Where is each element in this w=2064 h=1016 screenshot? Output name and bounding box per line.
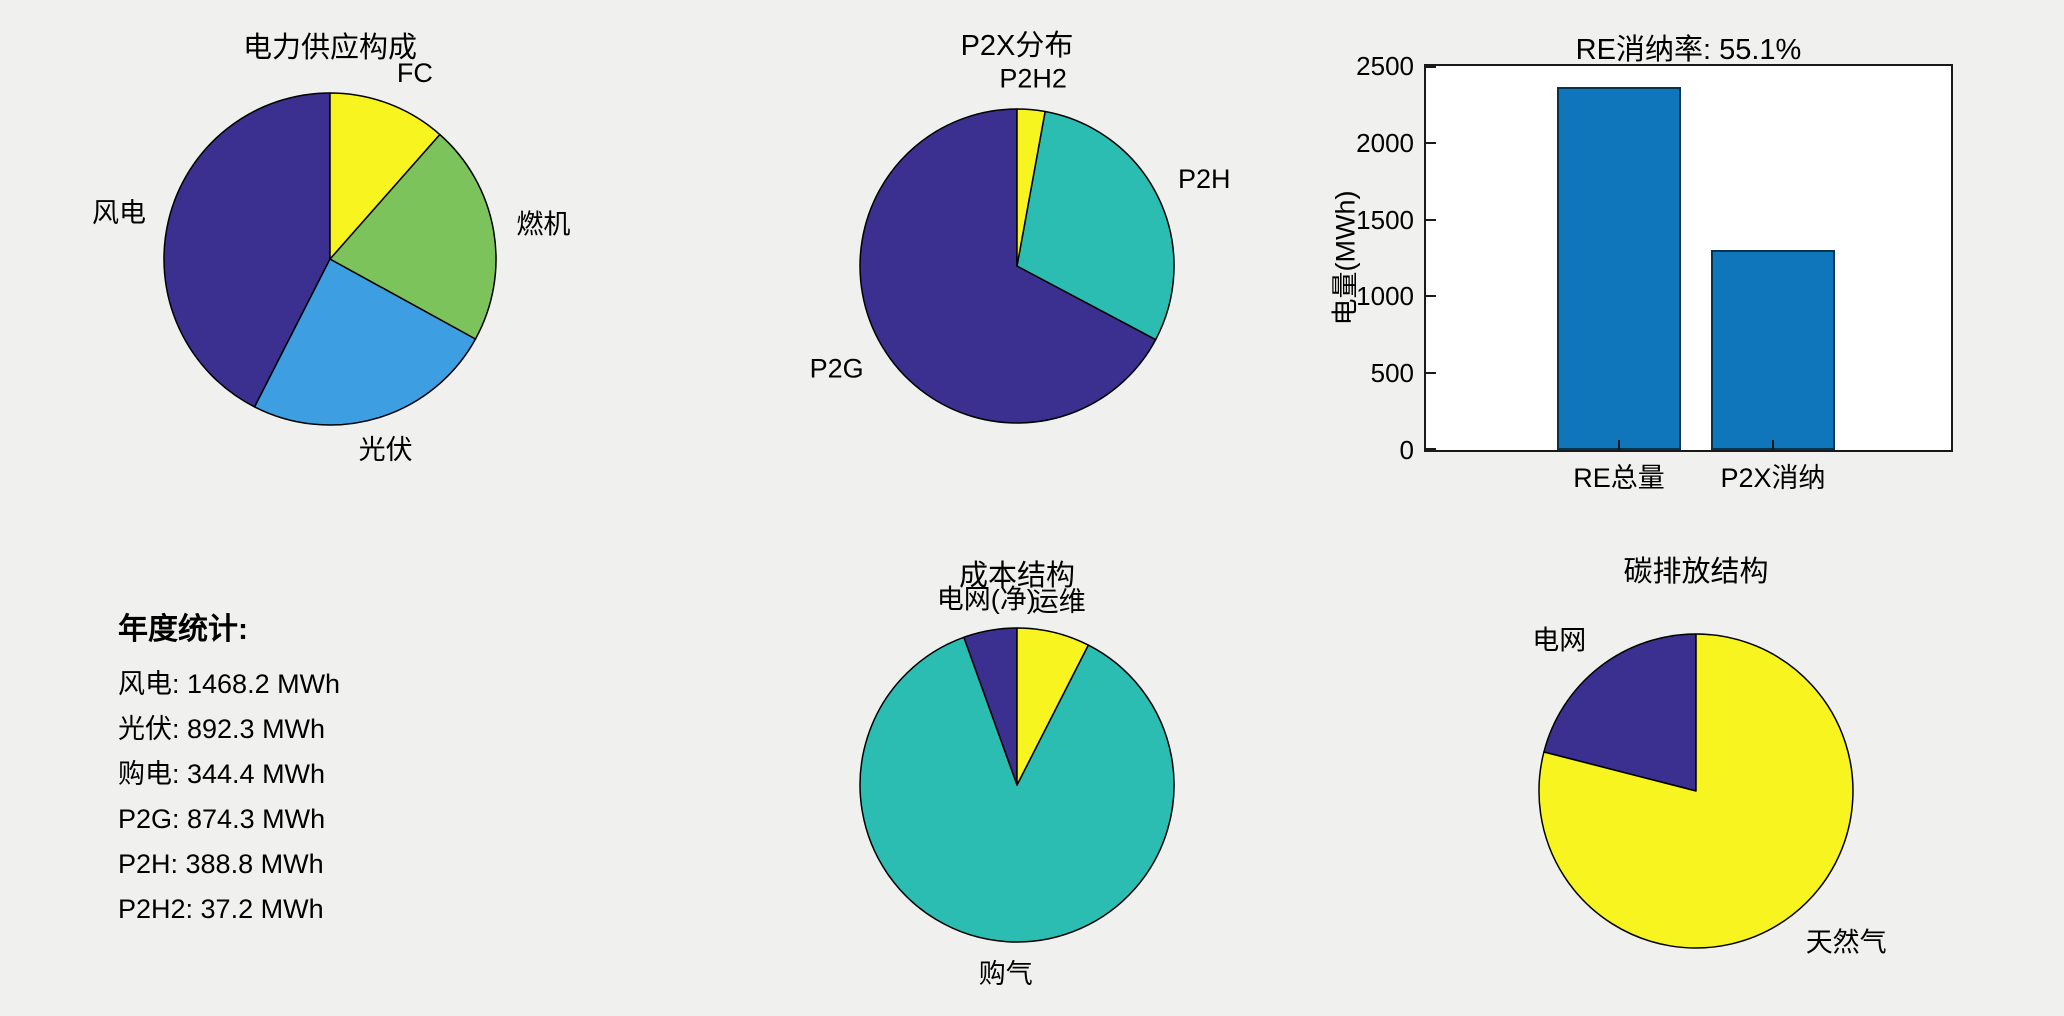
- y-tick-label: 0: [1399, 435, 1414, 465]
- pie-slice: [1543, 633, 1697, 792]
- pie-chart-cost-structure: 电网(净) 购气 运维: [750, 518, 1284, 1016]
- pie-chart-power-supply: 风电光伏 燃机 FC: [54, 0, 606, 535]
- pie-label: 运维: [1032, 587, 1086, 617]
- pie-label: 风电: [92, 198, 146, 228]
- y-tick-label: 1000: [1356, 281, 1414, 312]
- y-tick-label: 1500: [1356, 204, 1414, 235]
- bar: [1711, 250, 1835, 450]
- pie-slice: [859, 636, 1175, 943]
- chart-title: 电力供应构成: [242, 32, 417, 64]
- pie-label: P2G: [810, 354, 864, 384]
- x-tick-mark: [1772, 440, 1774, 450]
- pie-label: P2H2: [999, 64, 1067, 94]
- bar-yticks: 0 500 1000 1500 2000 2500: [1280, 51, 1414, 465]
- pie-label: 电网: [1532, 626, 1586, 656]
- y-tick-label: 2500: [1356, 51, 1414, 81]
- pie-label: 电网(净): [937, 585, 1036, 615]
- pie-slice: [253, 258, 477, 426]
- pie-slice: [1538, 633, 1854, 949]
- pie-chart-p2x-distribution: P2G P2H P2H2: [750, 0, 1284, 533]
- pie-label: FC: [397, 58, 433, 88]
- chart-title: RE消纳率: 55.1%: [1575, 34, 1802, 66]
- y-tick-label: 2000: [1356, 127, 1414, 158]
- stats-line: P2H: 388.8 MWh: [118, 849, 324, 879]
- bar-chart-re-absorption: RE消纳率: 55.1% 电量(MWh) 0 500 1000 1500 2000 250…: [1280, 20, 2020, 520]
- chart-title: 碳排放结构: [1623, 556, 1769, 588]
- y-tick-mark: [1426, 295, 1436, 298]
- y-tick-mark: [1426, 218, 1436, 221]
- pie-svg: P2G P2H P2H2: [810, 64, 1231, 424]
- pie-slice: [1016, 108, 1046, 267]
- pie-slice: [163, 92, 331, 408]
- pie-slice: [1016, 110, 1175, 341]
- x-tick-label: RE总量: [1573, 463, 1665, 493]
- stats-line: P2G: 874.3 MWh: [118, 804, 326, 834]
- stats-title: 年度统计:: [118, 613, 248, 646]
- pie-slice: [329, 92, 441, 260]
- pie-chart-carbon-structure: 电网天然气: [1429, 524, 1963, 1016]
- stats-line: 风电: 1468.2 MWh: [118, 669, 341, 699]
- pie-label: 天然气: [1806, 928, 1887, 958]
- chart-title: 成本结构: [958, 560, 1075, 592]
- pie-slice: [1016, 627, 1090, 786]
- y-tick-mark: [1426, 66, 1436, 68]
- chart-title: P2X分布: [960, 30, 1074, 62]
- stats-line: 购电: 344.4 MWh: [118, 759, 326, 789]
- y-tick-mark: [1426, 372, 1436, 375]
- bar-xticks: RE总量 P2X消纳: [1426, 456, 1951, 498]
- y-tick-label: 500: [1370, 358, 1414, 389]
- pie-label: 购气: [979, 959, 1033, 989]
- pie-label: 光伏: [359, 435, 413, 465]
- pie-label: P2H: [1178, 164, 1231, 194]
- annual-stats: 年度统计: 风电: 1468.2 MWh 光伏: 892.3 MWh 购电: 3…: [118, 612, 578, 932]
- pie-slice: [859, 108, 1157, 424]
- stats-line: P2H2: 37.2 MWh: [118, 894, 324, 924]
- pie-label: 燃机: [516, 210, 570, 240]
- x-tick-label: P2X消纳: [1720, 463, 1826, 493]
- pie-svg: 电网(净) 购气 运维: [859, 585, 1175, 989]
- x-tick-mark: [1618, 440, 1620, 450]
- y-tick-mark: [1426, 448, 1436, 450]
- pie-slice: [329, 133, 497, 340]
- bar-plot: [1424, 64, 1953, 452]
- y-tick-mark: [1426, 141, 1436, 144]
- stats-line: 光伏: 892.3 MWh: [118, 714, 326, 744]
- bar: [1557, 87, 1681, 450]
